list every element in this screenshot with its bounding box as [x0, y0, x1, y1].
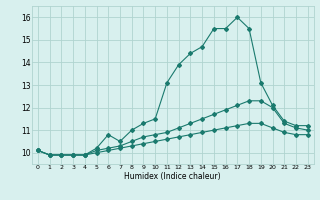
X-axis label: Humidex (Indice chaleur): Humidex (Indice chaleur): [124, 172, 221, 181]
